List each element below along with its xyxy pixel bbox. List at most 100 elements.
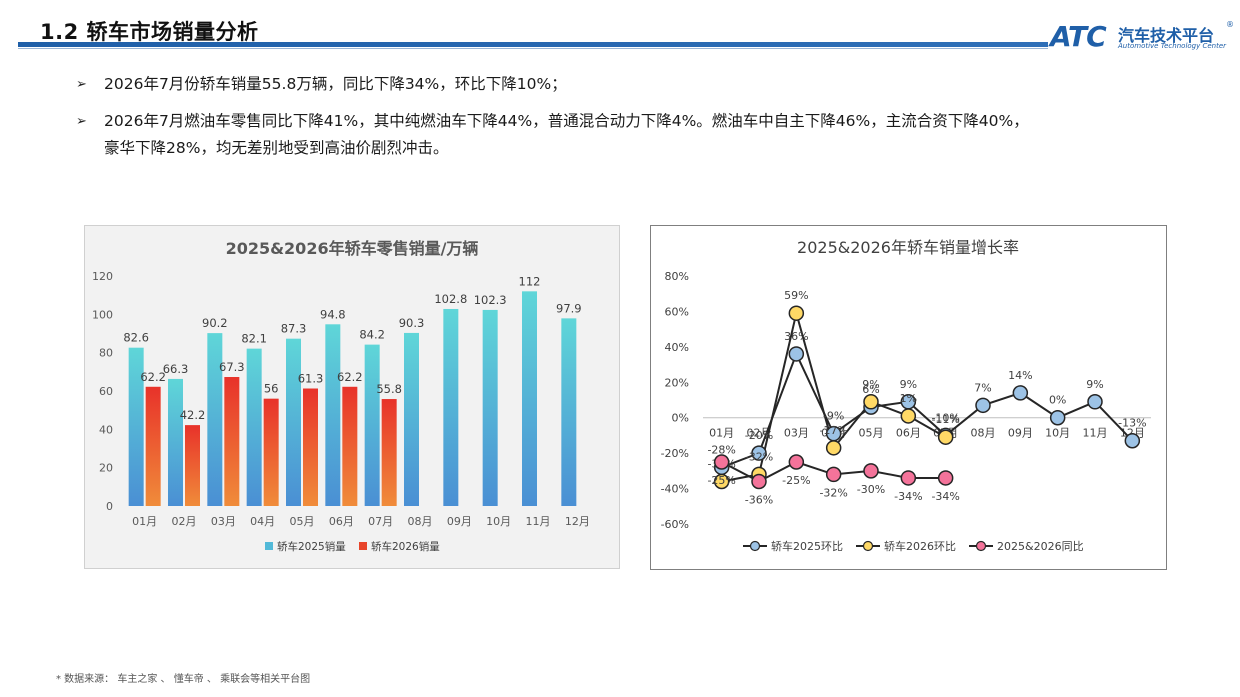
data-label: 102.3	[474, 293, 507, 307]
data-label: 7%	[974, 381, 991, 394]
x-tick-label: 09月	[447, 515, 472, 528]
data-label: 9%	[1086, 378, 1103, 391]
data-label: -32%	[819, 486, 847, 499]
data-point	[937, 470, 954, 486]
y-tick-label: 120	[92, 270, 113, 283]
x-tick-label: 06月	[896, 427, 921, 440]
bar-2026	[381, 399, 397, 506]
data-label: 97.9	[556, 301, 582, 315]
x-tick-label: 08月	[971, 427, 996, 440]
data-point	[713, 454, 730, 470]
data-label: 56	[264, 382, 279, 396]
header-rule-thin	[18, 48, 1048, 49]
data-label: 0%	[1049, 394, 1066, 407]
bar-2025	[325, 324, 341, 506]
data-label: 66.3	[163, 362, 189, 376]
data-label: 14%	[1008, 369, 1032, 382]
legend-marker	[749, 540, 761, 552]
y-tick-label: 0%	[672, 412, 689, 425]
x-tick-label: 04月	[250, 515, 275, 528]
data-point	[825, 440, 842, 456]
atc-logo: ATC 汽车技术平台 ® Automotive Technology Cente…	[1050, 20, 1240, 53]
bullet-text: 2026年7月燃油车零售同比下降41%，其中纯燃油车下降44%，普通混合动力下降…	[104, 112, 1029, 130]
y-tick-label: 60%	[665, 305, 689, 318]
legend-swatch	[359, 542, 367, 550]
data-point	[751, 473, 767, 490]
x-tick-label: 11月	[1083, 427, 1108, 440]
data-label: -28%	[707, 443, 735, 456]
data-label: -34%	[894, 490, 922, 503]
data-label: 102.8	[434, 292, 467, 306]
y-tick-label: 80%	[665, 270, 689, 283]
bullet-list: ➢ 2026年7月份轿车销量55.8万辆，同比下降34%，环比下降10%； ➢ …	[76, 66, 1196, 162]
legend-label: 轿车2026销量	[371, 540, 440, 553]
data-label: -36%	[745, 493, 773, 506]
data-point	[751, 445, 767, 461]
data-label: 55.8	[376, 382, 402, 396]
data-point	[1124, 432, 1141, 449]
bar-2025	[482, 309, 498, 506]
data-label: 90.2	[202, 316, 228, 330]
data-point	[1049, 409, 1066, 426]
logo-name: 汽车技术平台	[1118, 26, 1215, 45]
x-tick-label: 10月	[486, 515, 511, 528]
logo-subtitle: Automotive Technology Center	[1118, 42, 1227, 50]
data-point	[863, 394, 879, 410]
data-label: 82.6	[123, 331, 149, 345]
y-tick-label: 20	[99, 462, 113, 475]
bullet-item: ➢ 2026年7月燃油车零售同比下降41%，其中纯燃油车下降44%，普通混合动力…	[76, 103, 1196, 140]
chart-title: 2025&2026年轿车销量增长率	[797, 238, 1019, 257]
x-tick-label: 03月	[211, 515, 236, 528]
data-label: 90.3	[399, 316, 425, 330]
legend-swatch	[265, 542, 273, 550]
x-tick-label: 06月	[329, 515, 354, 528]
y-tick-label: 60	[99, 385, 113, 398]
data-point	[900, 408, 917, 424]
bar-2025	[286, 338, 301, 506]
bar-chart-panel: 2025&2026年轿车零售销量/万辆 0 20 40 60 80 100 120 01月 02月…	[84, 225, 620, 569]
data-label: 112	[519, 274, 541, 288]
data-label: 62.2	[140, 370, 166, 384]
data-label: 62.2	[337, 370, 363, 384]
x-tick-label: 09月	[1008, 427, 1033, 440]
bar-2025	[207, 333, 223, 506]
x-tick-label: 01月	[709, 427, 734, 440]
data-label: 67.3	[219, 360, 245, 374]
bar-2026	[342, 386, 358, 506]
data-label: 36%	[784, 330, 808, 343]
x-tick-label: 01月	[132, 515, 157, 528]
legend-label: 轿车2025销量	[277, 540, 346, 553]
x-tick-label: 02月	[172, 515, 197, 528]
header-rule	[18, 42, 1048, 47]
line-chart: 2025&2026年轿车销量增长率 80% 60% 40% 20% 0% -20% -40% -…	[661, 238, 1151, 553]
data-label: -13%	[1118, 417, 1146, 430]
data-label: 61.3	[298, 372, 324, 386]
bar-2025	[168, 378, 183, 506]
x-tick-label: 08月	[408, 515, 433, 528]
data-label: -10%	[931, 411, 959, 424]
y-tick-label: 0	[106, 500, 113, 513]
data-label: 9%	[900, 378, 917, 391]
logo-mark: ATC	[1050, 20, 1107, 53]
data-label: -11%	[931, 413, 959, 426]
x-tick-label: 03月	[784, 427, 809, 440]
logo-registered-mark: ®	[1226, 20, 1234, 29]
x-tick-label: 05月	[290, 515, 315, 528]
y-tick-label: 20%	[665, 376, 689, 389]
data-point	[1012, 385, 1029, 401]
data-label: 82.1	[241, 332, 267, 346]
bar-2026	[185, 425, 200, 506]
chart-title: 2025&2026年轿车零售销量/万辆	[226, 239, 479, 258]
bar-2025	[443, 308, 459, 506]
x-tick-label: 07月	[368, 515, 393, 528]
bar-2025	[522, 291, 537, 506]
bar-2026	[303, 388, 318, 506]
x-tick-label: 10月	[1045, 427, 1070, 440]
data-label: -25%	[782, 474, 810, 487]
section-title: 1.2 轿车市场销量分析	[40, 20, 259, 44]
data-point	[825, 466, 842, 483]
data-label: -30%	[857, 483, 885, 496]
data-label: 9%	[862, 378, 879, 391]
data-label: -25%	[707, 474, 735, 487]
data-point	[937, 429, 954, 445]
